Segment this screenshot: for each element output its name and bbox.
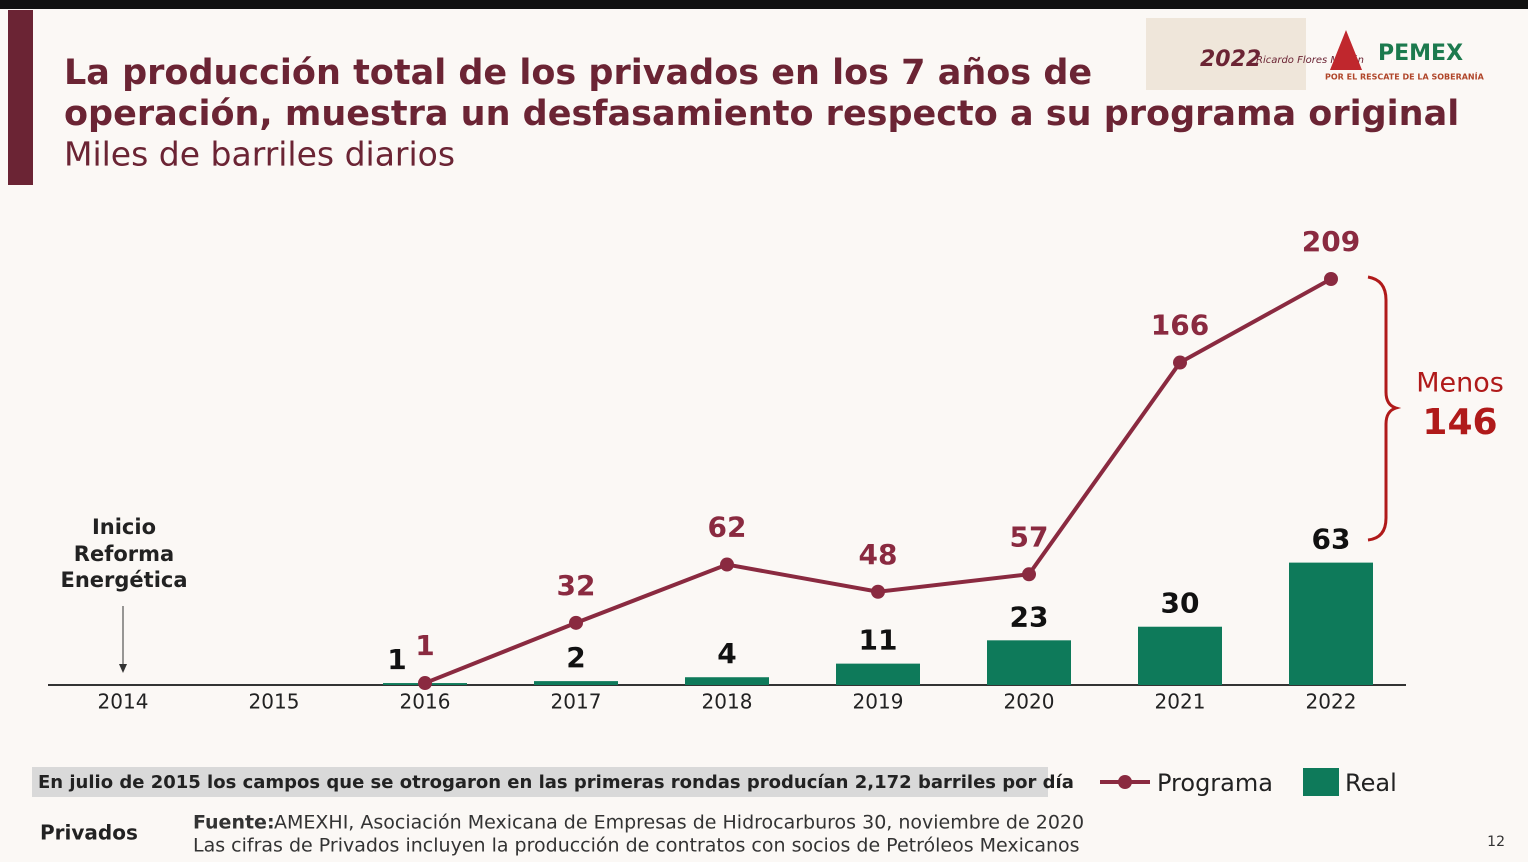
x-tick-label: 2016 bbox=[400, 690, 451, 714]
data-label: 57 bbox=[1010, 520, 1049, 553]
data-label: 30 bbox=[1161, 587, 1200, 620]
logo-year: 2022 bbox=[1200, 47, 1261, 72]
logo-2022 bbox=[1146, 18, 1306, 90]
x-tick-label: 2021 bbox=[1155, 690, 1206, 714]
line-point bbox=[1022, 567, 1036, 582]
x-tick-label: 2014 bbox=[98, 690, 149, 714]
arrow-head bbox=[119, 664, 127, 673]
page-number: 12 bbox=[1487, 834, 1505, 850]
pemex-icon bbox=[1330, 30, 1362, 70]
annotation: Reforma bbox=[74, 542, 174, 566]
x-tick-label: 2022 bbox=[1306, 690, 1357, 714]
bar bbox=[836, 663, 920, 685]
data-label: 32 bbox=[557, 569, 596, 602]
chart-subtitle: Miles de barriles diarios bbox=[64, 135, 455, 174]
brand-slogan: POR EL RESCATE DE LA SOBERANÍA bbox=[1325, 71, 1485, 82]
data-label: 166 bbox=[1151, 309, 1209, 342]
chart-title: operación, muestra un desfasamiento resp… bbox=[64, 94, 1459, 134]
line-point bbox=[418, 676, 432, 691]
source-note: Las cifras de Privados incluyen la produ… bbox=[193, 835, 1080, 857]
line-point bbox=[569, 615, 583, 630]
bar bbox=[685, 677, 769, 685]
line-point bbox=[720, 557, 734, 572]
difference-label: Menos bbox=[1416, 368, 1504, 399]
line-point bbox=[1173, 355, 1187, 370]
note-bar bbox=[32, 767, 1048, 797]
x-tick-label: 2015 bbox=[249, 690, 300, 714]
legend-dot bbox=[1118, 775, 1132, 789]
data-label: 63 bbox=[1312, 523, 1351, 556]
data-label: 62 bbox=[708, 511, 747, 544]
bar bbox=[987, 640, 1071, 685]
bar bbox=[534, 681, 618, 685]
data-label: 4 bbox=[717, 637, 736, 670]
legend-label: Programa bbox=[1157, 769, 1273, 797]
source-label: Fuente: bbox=[193, 812, 275, 834]
section-label: Privados bbox=[40, 821, 138, 845]
data-label: 1 bbox=[415, 629, 434, 662]
brand: PEMEX bbox=[1378, 41, 1463, 66]
chart-title: La producción total de los privados en l… bbox=[64, 53, 1092, 93]
accent-strip bbox=[8, 10, 33, 185]
data-label: 209 bbox=[1302, 225, 1360, 258]
brace bbox=[1367, 275, 1402, 542]
line-point bbox=[871, 584, 885, 599]
bar bbox=[1138, 626, 1222, 685]
data-label: 48 bbox=[859, 538, 898, 571]
x-tick-label: 2019 bbox=[853, 690, 904, 714]
top-bar bbox=[0, 0, 1528, 9]
data-label: 11 bbox=[859, 624, 898, 657]
x-tick-label: 2018 bbox=[702, 690, 753, 714]
legend-label: Real bbox=[1345, 769, 1397, 797]
x-tick-label: 2017 bbox=[551, 690, 602, 714]
annotation: Inicio bbox=[92, 515, 156, 539]
line-point bbox=[1324, 272, 1338, 286]
data-label: 2 bbox=[566, 641, 585, 674]
source: AMEXHI, Asociación Mexicana de Empresas … bbox=[274, 812, 1084, 834]
bar bbox=[1289, 562, 1373, 685]
difference-value: 146 bbox=[1422, 402, 1497, 443]
x-tick-label: 2020 bbox=[1004, 690, 1055, 714]
note: En julio de 2015 los campos que se otrog… bbox=[38, 772, 1074, 793]
annotation: Energética bbox=[60, 568, 187, 592]
data-label: 23 bbox=[1010, 600, 1049, 633]
legend-swatch bbox=[1303, 768, 1339, 796]
data-label: 1 bbox=[387, 643, 406, 676]
